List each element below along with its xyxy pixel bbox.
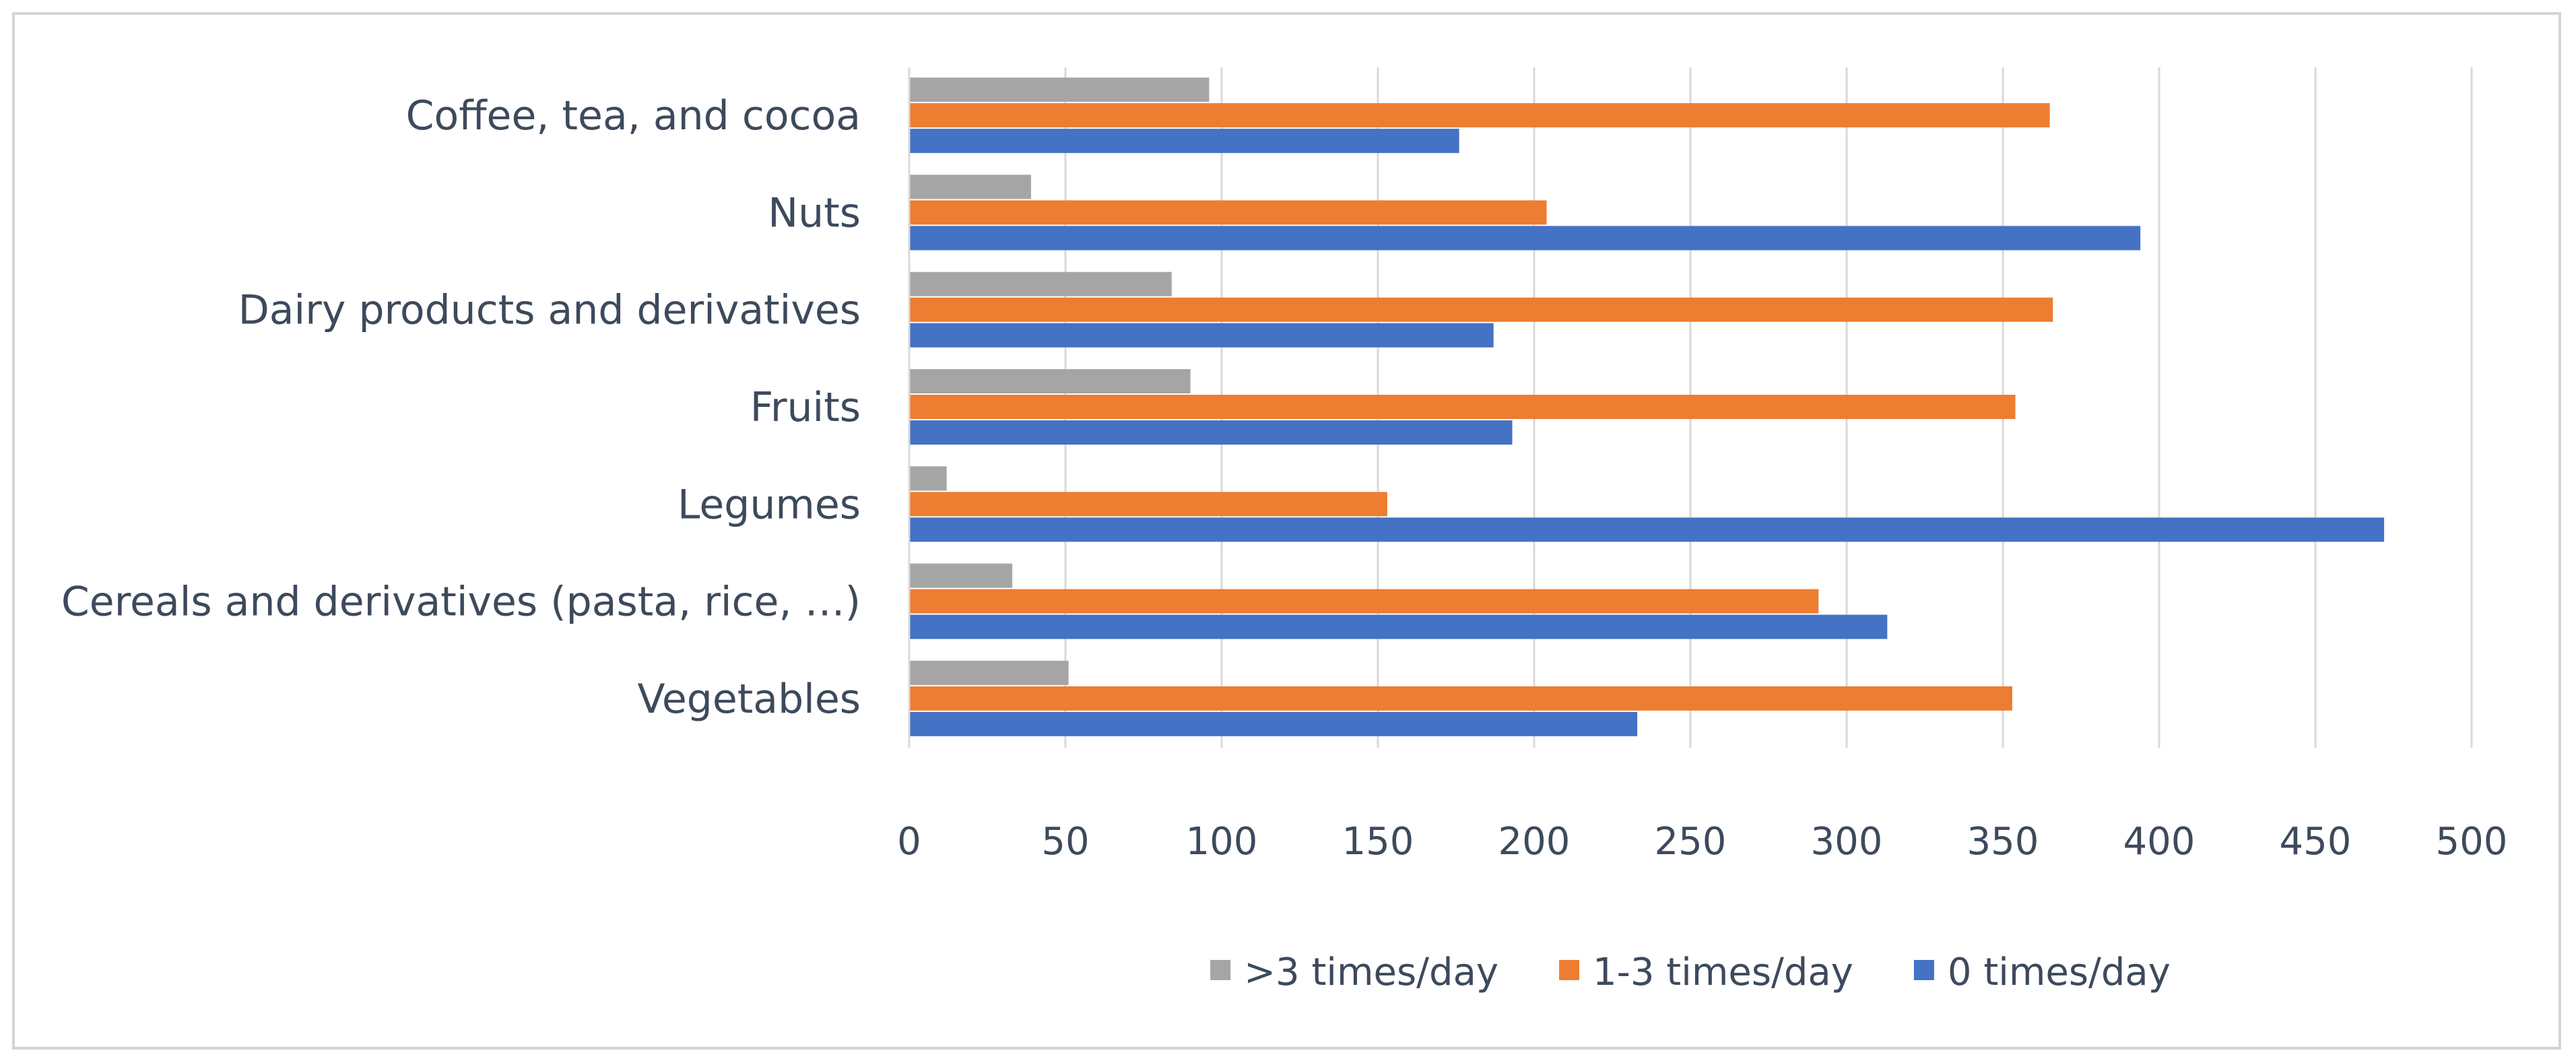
legend: >3 times/day 1-3 times/day 0 times/day: [1210, 951, 2171, 994]
bar-1-7: [909, 660, 1069, 685]
bar-3-7: [909, 711, 1638, 736]
x-tick-label: 400: [2123, 820, 2195, 864]
bar-3-4: [909, 420, 1513, 445]
bar-3-2: [909, 226, 2141, 251]
x-tick-label: 300: [1811, 820, 1883, 864]
bar-2-7: [909, 686, 2012, 711]
bar-1-1: [909, 77, 1210, 102]
legend-label: 0 times/day: [1948, 951, 2171, 994]
category-label: Vegetables: [637, 676, 861, 723]
bar-2-2: [909, 200, 1547, 225]
bar-2-6: [909, 589, 1819, 614]
x-tick-label: 500: [2436, 820, 2508, 864]
legend-swatch: [1210, 960, 1231, 980]
x-tick-label: 50: [1041, 820, 1089, 864]
category-label: Fruits: [750, 384, 861, 431]
labels: 0 50 100 150 200 250 300 350 400 450 500 Coffee, te…: [61, 92, 2508, 864]
category-label: Dairy products and derivatives: [238, 287, 861, 334]
x-tick-label: 450: [2280, 820, 2352, 864]
x-tick-label: 200: [1498, 820, 1571, 864]
category-label: Cereals and derivatives (pasta, rice, …): [61, 579, 861, 626]
legend-label: >3 times/day: [1244, 951, 1498, 994]
bar-1-6: [909, 563, 1013, 588]
category-label: Nuts: [768, 189, 861, 236]
x-tick-label: 100: [1186, 820, 1258, 864]
bar-3-6: [909, 614, 1888, 639]
x-tick-label: 350: [1967, 820, 2039, 864]
bar-2-3: [909, 297, 2053, 322]
x-tick-label: 0: [897, 820, 921, 864]
x-tick-label: 250: [1655, 820, 1727, 864]
category-label: Legumes: [678, 481, 861, 528]
bars: [909, 77, 2385, 736]
bar-3-1: [909, 129, 1459, 154]
bar-3-3: [909, 323, 1494, 348]
legend-item-1: >3 times/day: [1210, 951, 1498, 994]
legend-swatch: [1913, 960, 1934, 980]
legend-item-3: 0 times/day: [1913, 951, 2171, 994]
legend-item-2: 1-3 times/day: [1559, 951, 1853, 994]
category-label: Coffee, tea, and cocoa: [406, 92, 861, 139]
bar-1-2: [909, 174, 1031, 199]
bar-2-5: [909, 492, 1387, 517]
x-tick-label: 150: [1342, 820, 1414, 864]
legend-swatch: [1559, 960, 1580, 980]
legend-label: 1-3 times/day: [1593, 951, 1853, 994]
bar-2-1: [909, 103, 2050, 128]
bar-1-3: [909, 271, 1172, 296]
bar-2-4: [909, 395, 2016, 419]
bar-3-5: [909, 517, 2385, 542]
bar-1-4: [909, 369, 1191, 393]
bar-1-5: [909, 466, 947, 491]
